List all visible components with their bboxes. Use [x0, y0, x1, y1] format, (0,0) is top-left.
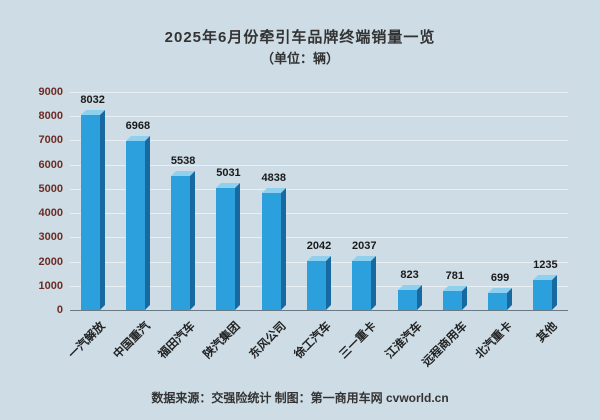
x-axis-category-label: 一汽解放: [66, 320, 108, 362]
x-axis-category-label: 北汽重卡: [473, 320, 515, 362]
bar-value-label: 2042: [306, 239, 332, 252]
bar: [125, 136, 150, 310]
y-axis-tick-label: 0: [56, 304, 63, 316]
y-axis-tick-label: 7000: [38, 134, 63, 147]
bar-value-label: 5031: [216, 167, 241, 180]
bar: [533, 275, 558, 310]
bar-value-label: 823: [400, 269, 419, 282]
gridline: [70, 164, 568, 166]
bar-value-label: 2037: [352, 239, 377, 252]
x-axis-category-label: 三一重卡: [337, 320, 379, 362]
bar: [171, 170, 196, 310]
bar: [442, 286, 467, 310]
bar-value-label: 781: [445, 270, 464, 283]
bar: [397, 285, 422, 310]
bar: [488, 288, 513, 310]
bar: [80, 110, 105, 310]
y-axis-tick-label: 4000: [38, 207, 63, 220]
x-axis-category-label: 远程商用车: [420, 320, 470, 370]
y-axis-tick-label: 3000: [38, 231, 63, 244]
bar-front-face: [80, 115, 100, 310]
x-axis-category-label: 东风公司: [247, 320, 289, 362]
bar-side-face: [371, 255, 377, 310]
bar-side-face: [190, 170, 196, 310]
y-axis-tick-label: 5000: [38, 182, 63, 195]
bar-side-face: [235, 183, 241, 310]
plot-area: 0 1000 2000 3000 4000 5000 6000 7000 8000 9000 803…: [39, 86, 568, 369]
gridline: [70, 140, 568, 142]
bar-front-face: [533, 280, 553, 310]
bar: [261, 187, 286, 310]
y-axis-tick-label: 2000: [38, 255, 63, 268]
gridline: [70, 116, 568, 118]
bar-front-face: [397, 290, 417, 310]
bar: [216, 183, 241, 310]
bar-side-face: [144, 136, 150, 310]
bar-side-face: [326, 255, 331, 310]
bar-side-face: [461, 286, 467, 310]
x-axis-category-label: 徐工汽车: [292, 320, 334, 362]
bar-side-face: [552, 275, 558, 310]
bar-front-face: [125, 141, 145, 310]
x-axis-category-label: 江淮汽车: [383, 320, 425, 362]
bar-front-face: [307, 260, 326, 310]
bar-side-face: [416, 285, 422, 310]
bar-front-face: [171, 175, 191, 310]
x-axis-category-label: 中国重汽: [111, 320, 153, 362]
bar: [352, 255, 377, 310]
bar-value-label: 1235: [533, 259, 558, 272]
chart-footer: 数据来源：交强险统计 制图：第一商用车网 cvworld.cn: [151, 391, 449, 405]
y-axis-tick-label: 1000: [38, 279, 63, 292]
bar-value-label: 5538: [170, 154, 196, 167]
gridline: [70, 92, 568, 93]
gridline: [70, 188, 568, 190]
y-axis-tick-label: 6000: [38, 158, 63, 171]
y-axis-tick-label: 8000: [38, 110, 63, 123]
bar-value-label: 699: [490, 272, 510, 285]
x-axis-category-label: 福田汽车: [156, 320, 198, 362]
bar-value-label: 8032: [80, 94, 105, 107]
gridline: [70, 213, 568, 215]
bar-front-face: [442, 291, 462, 310]
bar-front-face: [261, 192, 281, 310]
bar-value-label: 4838: [261, 171, 286, 184]
bar-front-face: [488, 293, 508, 310]
bar-side-face: [507, 288, 513, 310]
bar-value-label: 6968: [125, 120, 151, 133]
bar-side-face: [280, 187, 286, 310]
bar-front-face: [216, 188, 236, 310]
bar: [307, 255, 331, 310]
gridline: [70, 237, 568, 239]
chart-subtitle: （单位：辆）: [260, 51, 339, 66]
bar-side-face: [99, 110, 105, 310]
x-axis-category-label: 陕汽集团: [202, 320, 244, 362]
bar-front-face: [352, 260, 372, 310]
x-axis-category-label: 其他: [535, 320, 560, 345]
chart-title: 2025年6月份牵引车品牌终端销量一览: [164, 29, 436, 46]
y-axis-tick-label: 9000: [38, 86, 63, 98]
